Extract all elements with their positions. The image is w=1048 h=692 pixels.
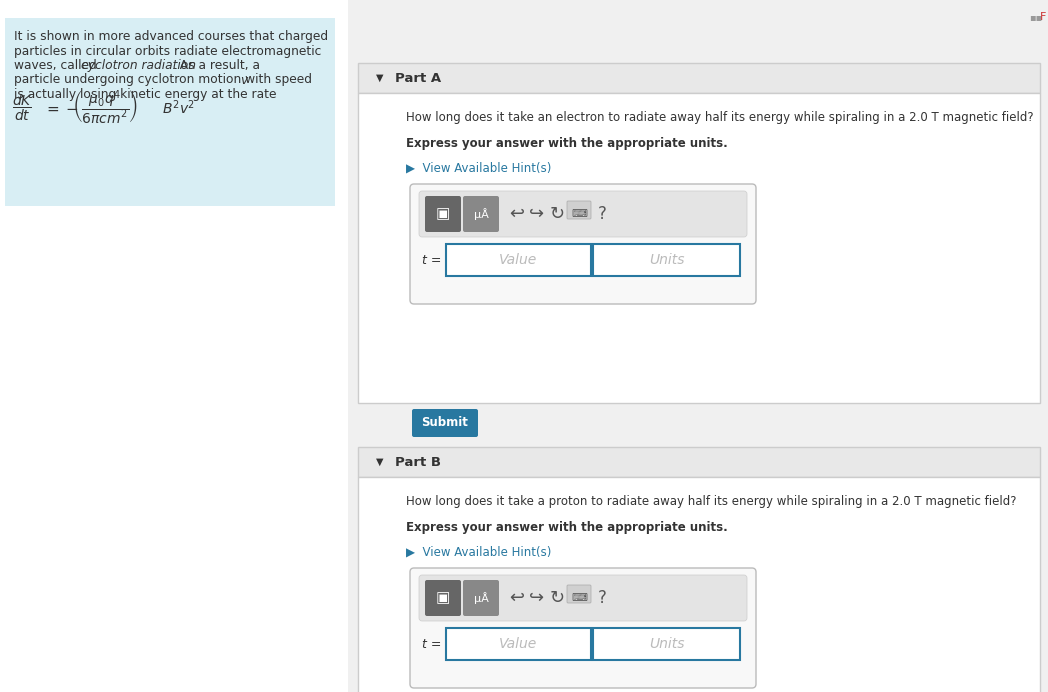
FancyBboxPatch shape [5, 18, 335, 206]
FancyBboxPatch shape [348, 0, 1048, 692]
FancyBboxPatch shape [358, 63, 1040, 93]
Text: ↪: ↪ [529, 205, 545, 223]
FancyBboxPatch shape [567, 201, 591, 219]
Text: Express your answer with the appropriate units.: Express your answer with the appropriate… [406, 520, 727, 534]
Text: $= -$: $= -$ [44, 100, 79, 116]
FancyBboxPatch shape [593, 244, 740, 276]
Text: waves, called: waves, called [14, 59, 101, 72]
Text: ↪: ↪ [529, 589, 545, 607]
FancyBboxPatch shape [358, 447, 1040, 477]
Text: cyclotron radiation: cyclotron radiation [81, 59, 196, 72]
Text: Part A: Part A [395, 71, 441, 84]
Text: $B^2 v^2$: $B^2 v^2$ [162, 99, 195, 118]
FancyBboxPatch shape [410, 568, 756, 688]
Text: $\left(\dfrac{\mu_0 q^4}{6\pi c m^2}\right)$: $\left(\dfrac{\mu_0 q^4}{6\pi c m^2}\rig… [72, 89, 138, 127]
Text: Value: Value [500, 253, 538, 267]
Text: ▪▪: ▪▪ [1029, 12, 1042, 22]
FancyBboxPatch shape [425, 580, 461, 616]
Text: v: v [240, 73, 247, 86]
Text: ▼: ▼ [376, 73, 384, 83]
FancyBboxPatch shape [463, 196, 499, 232]
Text: Express your answer with the appropriate units.: Express your answer with the appropriate… [406, 136, 727, 149]
Text: ?: ? [597, 205, 607, 223]
Text: μÅ: μÅ [474, 208, 488, 220]
FancyBboxPatch shape [446, 244, 591, 276]
Text: particle undergoing cyclotron motion with speed: particle undergoing cyclotron motion wit… [14, 73, 315, 86]
Text: is actually losing kinetic energy at the rate: is actually losing kinetic energy at the… [14, 88, 277, 101]
Text: How long does it take a proton to radiate away half its energy while spiraling i: How long does it take a proton to radiat… [406, 495, 1017, 509]
FancyBboxPatch shape [463, 580, 499, 616]
Text: ↩: ↩ [509, 589, 525, 607]
Text: . As a result, a: . As a result, a [172, 59, 260, 72]
Text: ⌨: ⌨ [571, 209, 587, 219]
FancyBboxPatch shape [358, 93, 1040, 403]
Text: $\dfrac{dK}{dt}$: $\dfrac{dK}{dt}$ [12, 93, 32, 123]
FancyBboxPatch shape [567, 585, 591, 603]
Text: ▣: ▣ [436, 206, 451, 221]
FancyBboxPatch shape [593, 628, 740, 660]
Text: t =: t = [422, 637, 441, 650]
Text: ?: ? [597, 589, 607, 607]
Text: It is shown in more advanced courses that charged: It is shown in more advanced courses tha… [14, 30, 328, 43]
Text: ↻: ↻ [549, 589, 565, 607]
Text: Submit: Submit [421, 417, 468, 430]
Text: Value: Value [500, 637, 538, 651]
Text: ↩: ↩ [509, 205, 525, 223]
FancyBboxPatch shape [419, 575, 747, 621]
Text: F: F [1040, 12, 1046, 22]
Text: Units: Units [649, 253, 684, 267]
FancyBboxPatch shape [419, 191, 747, 237]
FancyBboxPatch shape [412, 409, 478, 437]
Text: ▣: ▣ [436, 590, 451, 606]
Text: ▼: ▼ [376, 457, 384, 467]
FancyBboxPatch shape [358, 477, 1040, 692]
Text: How long does it take an electron to radiate away half its energy while spiralin: How long does it take an electron to rad… [406, 111, 1033, 125]
FancyBboxPatch shape [446, 628, 591, 660]
Text: ▶  View Available Hint(s): ▶ View Available Hint(s) [406, 545, 551, 558]
Text: Part B: Part B [395, 455, 441, 468]
Text: ▶  View Available Hint(s): ▶ View Available Hint(s) [406, 161, 551, 174]
Text: ↻: ↻ [549, 205, 565, 223]
FancyBboxPatch shape [410, 184, 756, 304]
Text: t =: t = [422, 253, 441, 266]
FancyBboxPatch shape [425, 196, 461, 232]
Text: particles in circular orbits radiate electromagnetic: particles in circular orbits radiate ele… [14, 44, 322, 57]
Text: ⌨: ⌨ [571, 593, 587, 603]
Text: Units: Units [649, 637, 684, 651]
Text: μÅ: μÅ [474, 592, 488, 604]
